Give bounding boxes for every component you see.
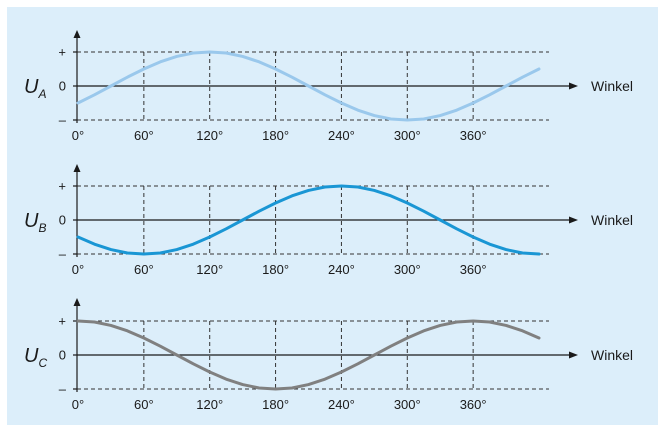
x-tick-label: 180° (262, 262, 289, 277)
y-tick-zero-label: 0 (59, 213, 66, 228)
y-axis-label-main: U (24, 210, 39, 232)
y-axis-label-subscript: A (37, 87, 46, 101)
y-tick-minus-label: – (59, 113, 67, 128)
y-tick-plus-label: + (58, 179, 66, 194)
x-tick-label: 300° (394, 128, 421, 143)
y-axis-label: UB (24, 210, 46, 235)
chart-panel-1: +0 –0° 60° 120° 180° 240° 300° 360° UA Winkel (24, 30, 633, 143)
y-axis-label: UA (24, 76, 46, 101)
series-curve-3 (76, 319, 541, 391)
x-tick-label: 300° (394, 397, 421, 412)
series-curve-2 (76, 184, 541, 256)
x-tick-label: 360° (460, 128, 487, 143)
x-tick-label: 180° (262, 397, 289, 412)
y-tick-minus-label: – (59, 382, 67, 397)
x-tick-label: 60° (134, 262, 154, 277)
y-axis-arrow (73, 164, 81, 172)
x-tick-label: 300° (394, 262, 421, 277)
x-tick-label: 0° (72, 397, 84, 412)
x-tick-label: 0° (72, 262, 84, 277)
y-axis-label-subscript: C (38, 356, 47, 370)
chart-panel-3: +0 –0° 60° 120° 180° 240° 300° 360° UC Winkel (24, 298, 633, 412)
x-tick-label: 60° (134, 128, 154, 143)
x-tick-label: 180° (262, 128, 289, 143)
y-tick-plus-label: + (58, 314, 66, 329)
chart-panel-2: +0 –0° 60° 120° 180° 240° 300° 360° UB Winkel (24, 164, 633, 277)
x-axis-label: Winkel (591, 212, 633, 228)
y-axis-arrow (73, 30, 81, 38)
x-tick-label: 120° (196, 397, 223, 412)
y-axis-label-main: U (24, 76, 39, 98)
y-tick-zero-label: 0 (59, 79, 66, 94)
series-curve-1 (76, 50, 541, 122)
x-tick-label: 360° (460, 262, 487, 277)
x-tick-label: 60° (134, 397, 154, 412)
x-tick-label: 120° (196, 128, 223, 143)
x-axis-label: Winkel (591, 78, 633, 94)
x-axis-label: Winkel (591, 347, 633, 363)
x-tick-label: 240° (328, 128, 355, 143)
x-tick-label: 0° (72, 128, 84, 143)
y-tick-zero-label: 0 (59, 348, 66, 363)
x-tick-label: 240° (328, 262, 355, 277)
y-tick-plus-label: + (58, 45, 66, 60)
y-axis-label-subscript: B (38, 221, 46, 235)
x-axis-arrow (569, 216, 578, 224)
y-tick-minus-label: – (59, 247, 67, 262)
x-tick-label: 240° (328, 397, 355, 412)
x-tick-label: 360° (460, 397, 487, 412)
y-axis-label-main: U (24, 345, 39, 367)
x-axis-arrow (569, 351, 578, 359)
y-axis-label: UC (24, 345, 47, 370)
x-tick-label: 120° (196, 262, 223, 277)
x-axis-arrow (569, 82, 578, 90)
y-axis-arrow (73, 298, 81, 306)
